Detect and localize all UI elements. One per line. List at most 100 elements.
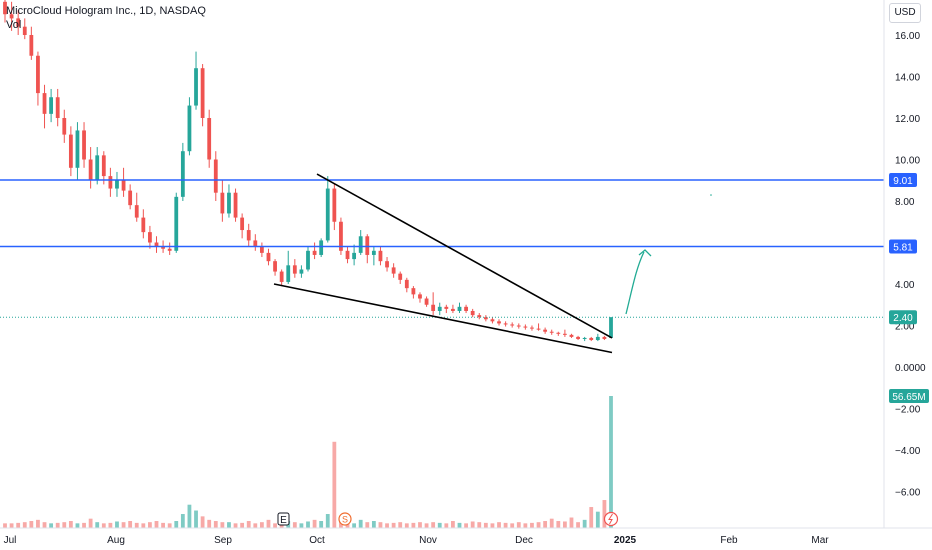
volume-bar[interactable]: [569, 517, 574, 528]
volume-bar[interactable]: [246, 521, 251, 528]
volume-bar[interactable]: [49, 523, 54, 528]
volume-bar[interactable]: [378, 522, 383, 528]
candle-body[interactable]: [9, 14, 14, 19]
candle-body[interactable]: [437, 306, 442, 311]
candle-body[interactable]: [562, 333, 567, 335]
candle-body[interactable]: [332, 188, 337, 222]
volume-bar[interactable]: [29, 521, 34, 528]
volume-bar[interactable]: [62, 522, 67, 528]
candle-body[interactable]: [95, 155, 100, 181]
candle-body[interactable]: [174, 196, 179, 251]
candle-body[interactable]: [569, 334, 574, 337]
candle-body[interactable]: [180, 151, 185, 197]
candle-body[interactable]: [148, 232, 152, 243]
candle-body[interactable]: [49, 97, 54, 114]
candle-body[interactable]: [497, 321, 501, 324]
candle-body[interactable]: [523, 326, 528, 328]
candle-body[interactable]: [154, 242, 159, 247]
trendline-upper[interactable]: [316, 173, 613, 339]
candle-body[interactable]: [371, 250, 376, 255]
volume-bar[interactable]: [108, 522, 113, 528]
candle-body[interactable]: [589, 337, 594, 341]
volume-bar[interactable]: [16, 522, 21, 528]
volume-bar[interactable]: [556, 521, 561, 528]
candle-body[interactable]: [556, 332, 561, 334]
candle-body[interactable]: [141, 217, 146, 233]
volume-bar[interactable]: [404, 523, 409, 528]
volume-bar[interactable]: [306, 521, 310, 528]
candle-body[interactable]: [128, 190, 133, 206]
volume-bar[interactable]: [167, 523, 172, 528]
volume-bar[interactable]: [68, 521, 73, 528]
candle-body[interactable]: [220, 192, 225, 214]
candle-body[interactable]: [464, 306, 468, 311]
volume-bar[interactable]: [352, 523, 357, 528]
volume-bar[interactable]: [477, 522, 482, 528]
candle-body[interactable]: [358, 236, 363, 253]
volume-bar[interactable]: [161, 522, 165, 528]
volume-bar[interactable]: [503, 522, 508, 528]
volume-bar[interactable]: [141, 523, 146, 528]
candle-body[interactable]: [444, 306, 449, 309]
candle-body[interactable]: [55, 97, 60, 118]
candle-body[interactable]: [339, 221, 343, 251]
candle-body[interactable]: [253, 240, 258, 247]
candle-body[interactable]: [16, 18, 21, 27]
volume-bar[interactable]: [385, 523, 389, 528]
volume-bar[interactable]: [530, 522, 534, 528]
volume-bar[interactable]: [240, 522, 245, 528]
candle-body[interactable]: [88, 159, 93, 181]
volume-bar[interactable]: [451, 521, 455, 528]
volume-bar[interactable]: [75, 523, 80, 528]
volume-bar[interactable]: [82, 522, 86, 528]
candle-body[interactable]: [503, 323, 508, 325]
candle-body[interactable]: [29, 35, 34, 56]
volume-bar[interactable]: [464, 523, 468, 528]
volume-bar[interactable]: [602, 500, 607, 528]
candle-body[interactable]: [530, 327, 534, 329]
candle-body[interactable]: [325, 188, 330, 241]
volume-bar[interactable]: [134, 522, 139, 528]
candle-body[interactable]: [213, 159, 218, 193]
candle-body[interactable]: [312, 250, 317, 255]
volume-bar[interactable]: [233, 523, 238, 528]
volume-bar[interactable]: [319, 521, 324, 528]
candle-body[interactable]: [516, 325, 521, 327]
volume-bar[interactable]: [9, 523, 14, 528]
candle-body[interactable]: [62, 118, 67, 135]
candle-body[interactable]: [134, 205, 139, 218]
volume-bar[interactable]: [148, 522, 152, 528]
candle-body[interactable]: [161, 246, 165, 249]
volume-bar[interactable]: [365, 522, 370, 528]
candle-body[interactable]: [345, 250, 350, 260]
volume-bar[interactable]: [292, 522, 297, 528]
candle-body[interactable]: [279, 271, 284, 282]
candle-body[interactable]: [266, 252, 271, 262]
candle-body[interactable]: [398, 273, 403, 280]
volume-bar[interactable]: [266, 519, 271, 528]
volume-bar[interactable]: [470, 521, 475, 528]
candle-body[interactable]: [576, 336, 580, 339]
candle-body[interactable]: [82, 130, 86, 160]
candle-body[interactable]: [404, 279, 409, 289]
volume-bar[interactable]: [549, 518, 554, 528]
candle-body[interactable]: [457, 306, 462, 311]
volume-bar[interactable]: [358, 519, 363, 528]
candle-body[interactable]: [431, 304, 436, 311]
volume-bar[interactable]: [101, 523, 106, 528]
earnings-marker[interactable]: [277, 512, 290, 526]
volume-bar[interactable]: [510, 523, 515, 528]
volume-bar[interactable]: [589, 507, 594, 528]
candle-body[interactable]: [602, 336, 607, 339]
volume-bar[interactable]: [431, 522, 436, 528]
candle-body[interactable]: [167, 248, 172, 251]
volume-bar[interactable]: [213, 521, 218, 528]
candle-body[interactable]: [194, 68, 198, 106]
candle-body[interactable]: [451, 308, 455, 311]
candle-body[interactable]: [483, 317, 488, 320]
candle-body[interactable]: [477, 315, 482, 318]
volume-bar[interactable]: [576, 522, 580, 528]
volume-bar[interactable]: [418, 522, 422, 528]
candle-body[interactable]: [543, 329, 548, 332]
